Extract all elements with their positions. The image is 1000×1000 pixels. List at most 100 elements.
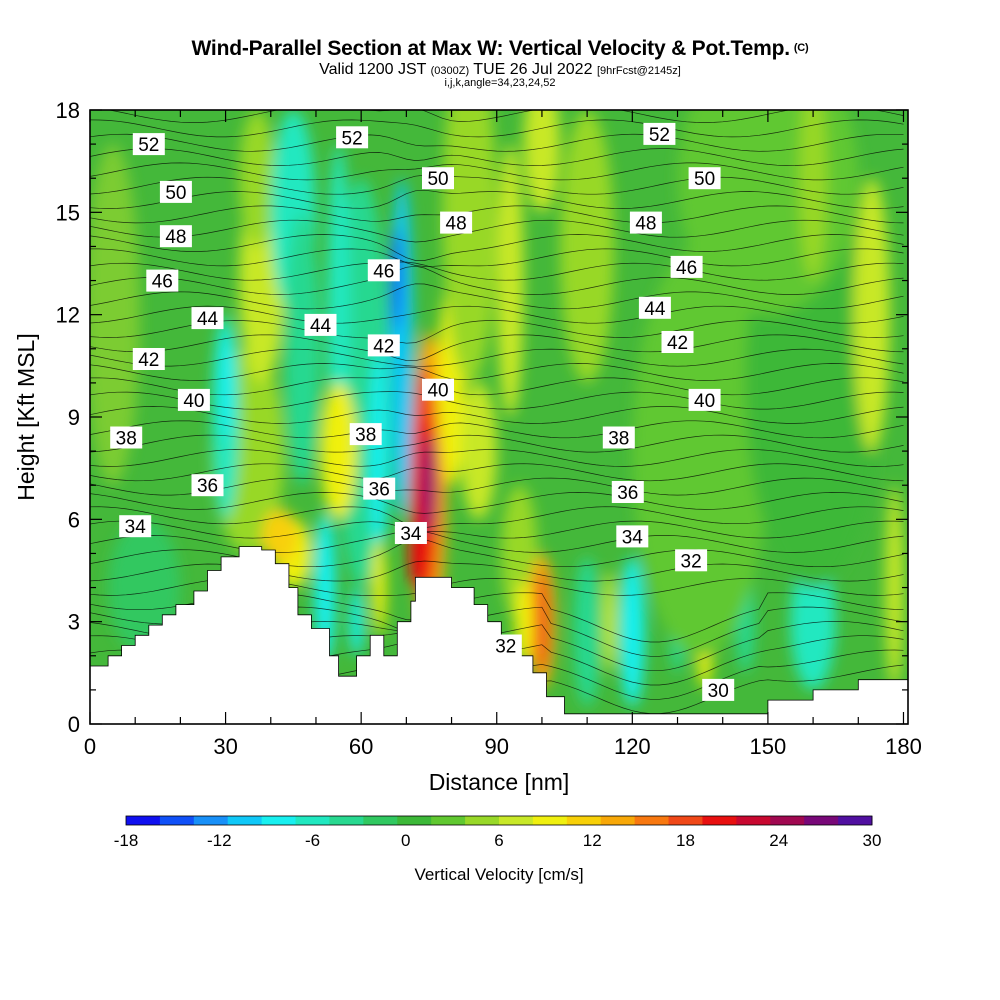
- contour-label: 50: [159, 180, 192, 204]
- contour-label-text: 48: [446, 214, 467, 235]
- contour-label: 42: [661, 331, 694, 354]
- contour-label: 48: [159, 225, 192, 248]
- theta-isoline: [90, 348, 904, 367]
- theta-isoline: [90, 305, 904, 324]
- contour-label-text: 42: [667, 333, 688, 354]
- contour-label: 46: [367, 259, 400, 282]
- y-tick-label: 6: [68, 507, 80, 532]
- contour-label-text: 32: [495, 637, 516, 658]
- contour-label-box: [688, 167, 721, 190]
- contour-label: 38: [602, 426, 635, 450]
- colorbar-swatch: [159, 816, 195, 825]
- contour-label-text: 50: [165, 183, 186, 204]
- contour-label: 36: [363, 477, 396, 501]
- contour-label-text: 38: [116, 429, 137, 450]
- field-cell: [423, 434, 435, 537]
- theta-isoline: [90, 492, 904, 514]
- y-tick-label: 15: [56, 200, 80, 225]
- colorbar-label: Vertical Velocity [cm/s]: [414, 865, 583, 884]
- contour-label-box: [440, 211, 473, 234]
- theta-isoline: [90, 119, 904, 138]
- contour-label-text: 52: [649, 125, 670, 146]
- theta-isoline: [90, 538, 904, 568]
- contour-label-box: [159, 225, 192, 248]
- contour-label-box: [304, 313, 337, 336]
- contour-label-text: 50: [694, 169, 715, 190]
- contour-label-box: [146, 269, 179, 292]
- field-cell: [573, 556, 601, 707]
- contour-label: 34: [119, 515, 152, 538]
- contour-label-text: 48: [165, 227, 186, 248]
- x-tick-label: 150: [750, 734, 787, 759]
- contour-label-box: [191, 307, 224, 330]
- contour-label-box: [367, 259, 400, 282]
- colorbar-tick-label: 6: [494, 831, 503, 850]
- x-tick-label: 180: [885, 734, 922, 759]
- theta-isoline: [90, 449, 904, 467]
- contour-label: 36: [191, 474, 224, 497]
- contour-label-text: 34: [125, 517, 147, 538]
- contour-label-text: 38: [355, 425, 376, 446]
- contour-label: 38: [110, 426, 143, 450]
- colorbar-swatch: [838, 816, 873, 825]
- theta-isoline: [90, 234, 904, 261]
- colorbar-swatch: [634, 816, 670, 825]
- theta-isoline: [90, 320, 904, 344]
- contour-label-text: 44: [197, 309, 219, 330]
- x-tick-label: 30: [213, 734, 237, 759]
- field-cell: [369, 348, 390, 554]
- field-cell: [90, 144, 140, 486]
- y-tick-label: 0: [68, 712, 80, 737]
- theta-isoline: [90, 530, 904, 553]
- contour-label-box: [422, 378, 454, 401]
- contour-label-box: [489, 634, 522, 657]
- contour-label: 52: [643, 122, 676, 146]
- colorbar: -18 -12 -6 0 6 12 18 24 30: [114, 815, 882, 850]
- colorbar-swatch: [261, 816, 297, 825]
- colorbar-tick-label: -12: [207, 831, 232, 850]
- contour-label-text: 42: [373, 336, 394, 357]
- colorbar-tick-label: 12: [583, 831, 602, 850]
- theta-isoline: [90, 434, 904, 453]
- theta-isoline: [90, 334, 904, 362]
- field-cell: [218, 328, 233, 438]
- contour-label-text: 40: [183, 391, 204, 412]
- theta-isoline: [90, 261, 904, 281]
- contour-label-box: [367, 334, 400, 357]
- colorbar-swatch: [532, 816, 568, 825]
- colorbar-swatch: [193, 816, 229, 825]
- field-cell: [790, 553, 836, 690]
- colorbar-swatch: [736, 816, 771, 825]
- theta-isoline: [90, 248, 904, 267]
- contour-label-text: 34: [622, 527, 644, 548]
- theta-isoline: [90, 374, 904, 396]
- contour-label-box: [629, 211, 662, 234]
- contour-label-box: [363, 477, 396, 500]
- contour-label-text: 32: [681, 551, 702, 572]
- field-cell: [799, 110, 827, 281]
- colorbar-tick-label: 30: [863, 831, 882, 850]
- forecast-info: [9hrFcst@2145z]: [596, 65, 681, 77]
- contour-label-text: 36: [197, 476, 218, 497]
- contour-label: 46: [670, 255, 703, 279]
- x-tick-label: 120: [614, 734, 651, 759]
- contour-label: 34: [616, 525, 649, 548]
- field-cell: [314, 512, 336, 663]
- theta-isoline: [90, 189, 904, 209]
- contour-label-box: [602, 426, 635, 449]
- contour-label: 32: [489, 634, 522, 658]
- contour-label-box: [394, 522, 427, 544]
- contour-label-text: 42: [138, 350, 159, 371]
- chart-indices: i,j,k,angle=34,23,24,52: [444, 77, 556, 89]
- contour-label-box: [132, 348, 165, 370]
- theta-isoline: [90, 148, 904, 166]
- contour-label: 48: [629, 211, 662, 235]
- contour-label: 40: [177, 388, 210, 412]
- colorbar-tick-label: 24: [769, 831, 788, 850]
- x-tick-label: 90: [484, 734, 508, 759]
- contour-label: 50: [422, 167, 454, 190]
- colorbar-swatch: [295, 816, 330, 825]
- colorbar-tick-label: -18: [114, 831, 139, 850]
- contour-label-text: 46: [676, 258, 697, 279]
